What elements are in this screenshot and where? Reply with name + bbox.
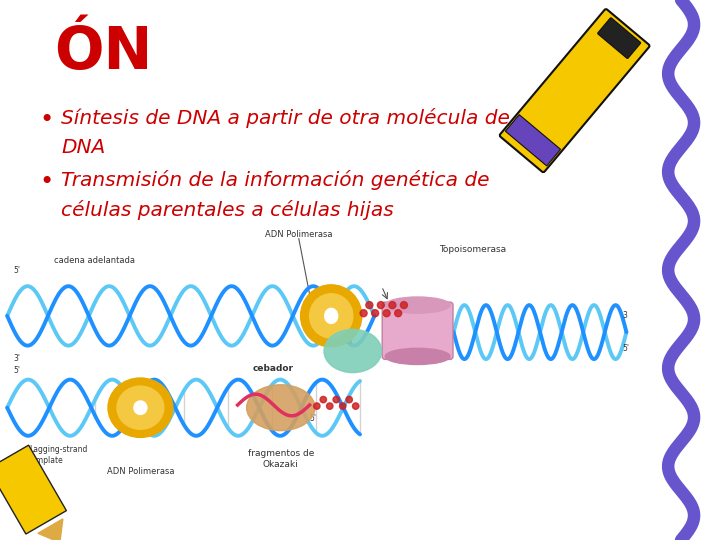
FancyBboxPatch shape [500, 9, 649, 172]
Circle shape [372, 310, 379, 316]
Circle shape [389, 302, 396, 308]
Ellipse shape [301, 285, 362, 347]
Ellipse shape [324, 329, 382, 373]
Text: •: • [40, 108, 54, 132]
Text: 3': 3' [13, 354, 20, 363]
Ellipse shape [117, 386, 164, 429]
Circle shape [353, 403, 359, 409]
Text: células parentales a células hijas: células parentales a células hijas [61, 200, 394, 220]
Circle shape [383, 310, 390, 316]
Text: 5': 5' [623, 344, 630, 353]
Ellipse shape [108, 378, 173, 437]
Circle shape [327, 403, 333, 409]
Ellipse shape [134, 401, 147, 415]
Text: 5': 5' [310, 414, 317, 423]
FancyBboxPatch shape [382, 302, 453, 360]
Text: Síntesis de DNA a partir de otra molécula de: Síntesis de DNA a partir de otra molécul… [61, 108, 510, 128]
FancyBboxPatch shape [0, 445, 66, 534]
Ellipse shape [325, 308, 338, 323]
Text: ADN Polimerasa: ADN Polimerasa [107, 467, 174, 476]
Circle shape [333, 396, 339, 403]
Text: •: • [40, 170, 54, 194]
Ellipse shape [385, 297, 450, 313]
Text: Helicasa: Helicasa [317, 338, 353, 347]
Text: ÓN: ÓN [54, 24, 153, 82]
Text: 5': 5' [13, 366, 20, 375]
Text: 5': 5' [13, 266, 20, 275]
Circle shape [346, 396, 352, 403]
FancyBboxPatch shape [505, 114, 561, 166]
Polygon shape [38, 519, 63, 540]
Circle shape [314, 403, 320, 409]
Text: fragmentos de
Okazaki: fragmentos de Okazaki [248, 449, 314, 469]
Ellipse shape [310, 294, 353, 338]
Text: Topoisomerasa: Topoisomerasa [439, 245, 506, 254]
Text: 3: 3 [623, 312, 628, 320]
Text: DNA: DNA [61, 138, 105, 157]
Circle shape [400, 302, 408, 308]
Text: ADN Polimerasa: ADN Polimerasa [265, 230, 333, 239]
FancyBboxPatch shape [598, 18, 641, 58]
Circle shape [366, 302, 373, 308]
Text: cadena adelantada: cadena adelantada [54, 255, 135, 265]
Text: cebador: cebador [253, 363, 294, 373]
Text: Transmisión de la información genética de: Transmisión de la información genética d… [61, 170, 490, 190]
Ellipse shape [246, 384, 315, 431]
Circle shape [395, 310, 402, 316]
Circle shape [360, 310, 367, 316]
Text: Lagging-strand
template: Lagging-strand template [29, 446, 87, 465]
Ellipse shape [385, 348, 450, 364]
Circle shape [340, 403, 346, 409]
Circle shape [320, 396, 326, 403]
Circle shape [377, 302, 384, 308]
